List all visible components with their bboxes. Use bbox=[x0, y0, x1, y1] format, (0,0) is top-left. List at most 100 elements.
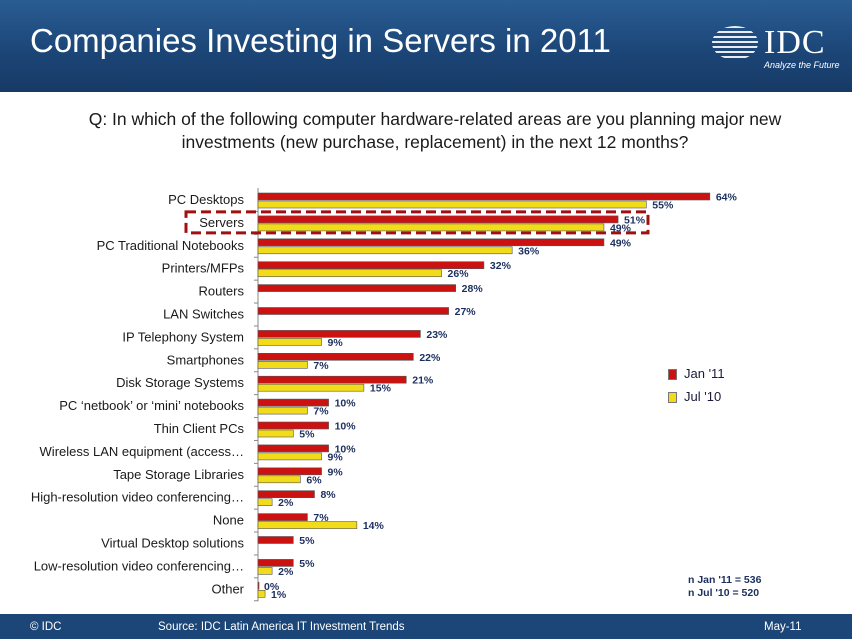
data-label-jan-11-wireless-lan-equipment-access: 10% bbox=[335, 443, 357, 455]
logo-text: IDC bbox=[764, 24, 826, 61]
data-label-jul-10-tape-storage-libraries: 6% bbox=[306, 474, 322, 486]
data-label-jul-10-wireless-lan-equipment-access: 9% bbox=[328, 451, 344, 463]
data-label-jan-11-thin-client-pcs: 10% bbox=[335, 421, 357, 433]
bar-jul-10-other bbox=[257, 589, 266, 598]
data-label-jul-10-none: 14% bbox=[363, 520, 385, 532]
category-label-routers: Routers bbox=[198, 284, 244, 299]
data-label-jan-11-pc-netbook-or-mini-notebooks: 10% bbox=[335, 398, 357, 410]
bar-jul-10-smartphones bbox=[257, 360, 308, 369]
bar-jan-11-pc-desktops bbox=[257, 192, 711, 201]
bar-jul-10-pc-traditional-notebooks bbox=[257, 246, 513, 255]
category-label-lan-switches: LAN Switches bbox=[163, 307, 244, 322]
bar-jan-11-printers-mfps bbox=[257, 261, 485, 270]
slide-title: Companies Investing in Servers in 2011 bbox=[30, 22, 611, 59]
data-label-jan-11-routers: 28% bbox=[462, 283, 484, 295]
bar-jul-10-pc-desktops bbox=[257, 200, 647, 209]
sample-size-notes: n Jan '11 = 536 n Jul '10 = 520 bbox=[688, 574, 761, 600]
bar-jan-11-servers bbox=[257, 215, 619, 224]
legend-label-jul10: Jul '10 bbox=[684, 389, 722, 404]
data-label-jul-10-smartphones: 7% bbox=[313, 360, 329, 372]
category-label-pc-traditional-notebooks: PC Traditional Notebooks bbox=[97, 238, 245, 253]
category-label-wireless-lan-equipment-access: Wireless LAN equipment (access… bbox=[40, 444, 244, 459]
bar-jul-10-thin-client-pcs bbox=[257, 429, 294, 438]
footer-source: Source: IDC Latin America IT Investment … bbox=[158, 621, 405, 633]
data-label-jan-11-tape-storage-libraries: 9% bbox=[328, 466, 344, 478]
category-label-high-resolution-video-conferencing: High-resolution video conferencing… bbox=[31, 490, 244, 505]
bar-jul-10-pc-netbook-or-mini-notebooks bbox=[257, 406, 308, 415]
sample-size-jul10: n Jul '10 = 520 bbox=[688, 587, 760, 599]
legend-item-jul10: Jul '10 bbox=[668, 389, 725, 412]
data-label-jul-10-high-resolution-video-conferencing: 2% bbox=[278, 497, 294, 509]
data-label-jan-11-disk-storage-systems: 21% bbox=[412, 375, 434, 387]
data-label-jul-10-pc-netbook-or-mini-notebooks: 7% bbox=[313, 406, 329, 418]
bar-jul-10-low-resolution-video-conferencing bbox=[257, 567, 273, 575]
bar-jan-11-smartphones bbox=[257, 352, 414, 361]
data-label-jan-11-none: 7% bbox=[313, 512, 329, 524]
data-label-jan-11-ip-telephony-system: 23% bbox=[426, 329, 448, 341]
bar-jul-10-high-resolution-video-conferencing bbox=[257, 498, 273, 507]
footer-copyright: © IDC bbox=[30, 621, 62, 633]
bar-jan-11-none bbox=[257, 513, 308, 521]
bar-jan-11-ip-telephony-system bbox=[257, 330, 421, 338]
bar-jul-10-servers bbox=[257, 223, 605, 232]
legend-label-jan11: Jan '11 bbox=[684, 366, 725, 381]
data-label-jan-11-printers-mfps: 32% bbox=[490, 260, 512, 272]
header-banner: Companies Investing in Servers in 2011 I… bbox=[0, 0, 852, 92]
servers-highlight-box bbox=[184, 210, 650, 235]
category-label-pc-netbook-or-mini-notebooks: PC ‘netbook’ or ‘mini’ notebooks bbox=[59, 398, 244, 413]
category-label-tape-storage-libraries: Tape Storage Libraries bbox=[113, 467, 244, 482]
data-label-jul-10-thin-client-pcs: 5% bbox=[299, 429, 315, 441]
footer-date: May-11 bbox=[764, 621, 802, 633]
category-label-other: Other bbox=[211, 581, 244, 596]
data-label-jan-11-pc-desktops: 64% bbox=[716, 192, 738, 204]
bar-jan-11-disk-storage-systems bbox=[257, 375, 407, 384]
data-label-jan-11-lan-switches: 27% bbox=[455, 306, 477, 318]
survey-question: Q: In which of the following computer ha… bbox=[88, 109, 782, 152]
legend-swatch-yellow bbox=[668, 392, 677, 404]
data-label-jan-11-virtual-desktop-solutions: 5% bbox=[299, 535, 315, 547]
bar-jan-11-low-resolution-video-conferencing bbox=[257, 559, 294, 567]
category-label-thin-client-pcs: Thin Client PCs bbox=[154, 421, 245, 436]
data-label-jan-11-pc-traditional-notebooks: 49% bbox=[610, 237, 632, 249]
bar-jan-11-pc-netbook-or-mini-notebooks bbox=[257, 398, 329, 407]
bar-jul-10-wireless-lan-equipment-access bbox=[257, 452, 322, 461]
data-label-jul-10-pc-traditional-notebooks: 36% bbox=[518, 245, 540, 257]
bar-jan-11-pc-traditional-notebooks bbox=[257, 238, 605, 247]
category-label-servers: Servers bbox=[199, 215, 244, 230]
data-label-jan-11-other: 0% bbox=[264, 581, 280, 593]
bar-jan-11-tape-storage-libraries bbox=[257, 467, 322, 476]
bar-jan-11-wireless-lan-equipment-access bbox=[257, 444, 329, 453]
idc-logo: IDC Analyze the Future bbox=[712, 24, 842, 74]
data-label-jan-11-servers: 51% bbox=[624, 214, 646, 226]
legend-swatch-red bbox=[668, 369, 677, 381]
bar-jan-11-other bbox=[257, 581, 260, 590]
legend-item-jan11: Jan '11 bbox=[668, 366, 725, 389]
category-label-virtual-desktop-solutions: Virtual Desktop solutions bbox=[101, 536, 244, 551]
bar-jan-11-thin-client-pcs bbox=[257, 421, 329, 430]
bar-jan-11-lan-switches bbox=[257, 307, 449, 315]
chart-legend: Jan '11 Jul '10 bbox=[668, 366, 725, 412]
bar-jan-11-virtual-desktop-solutions bbox=[257, 536, 294, 544]
bar-jul-10-none bbox=[257, 521, 358, 529]
category-label-smartphones: Smartphones bbox=[167, 352, 245, 367]
data-label-jul-10-ip-telephony-system: 9% bbox=[328, 337, 344, 349]
globe-icon bbox=[712, 26, 758, 60]
bar-chart: PC Desktops 64% 55% Servers 51% 49% PC Traditi… bbox=[31, 188, 738, 602]
logo-tagline: Analyze the Future bbox=[764, 60, 840, 70]
bar-jul-10-tape-storage-libraries bbox=[257, 475, 301, 484]
category-label-ip-telephony-system: IP Telephony System bbox=[122, 329, 244, 344]
category-label-none: None bbox=[213, 513, 244, 528]
footer-bar: © IDC Source: IDC Latin America IT Inves… bbox=[0, 614, 852, 639]
sample-size-jan11: n Jan '11 = 536 bbox=[688, 574, 762, 586]
category-label-low-resolution-video-conferencing: Low-resolution video conferencing… bbox=[34, 558, 244, 573]
bar-jan-11-high-resolution-video-conferencing bbox=[257, 490, 315, 499]
data-label-jul-10-pc-desktops: 55% bbox=[652, 200, 674, 212]
data-label-jan-11-low-resolution-video-conferencing: 5% bbox=[299, 558, 315, 570]
bar-jul-10-printers-mfps bbox=[257, 269, 442, 278]
data-label-jul-10-low-resolution-video-conferencing: 2% bbox=[278, 566, 294, 578]
category-label-disk-storage-systems: Disk Storage Systems bbox=[116, 375, 244, 390]
bar-jan-11-routers bbox=[257, 284, 456, 292]
bar-jul-10-ip-telephony-system bbox=[257, 338, 322, 346]
category-label-pc-desktops: PC Desktops bbox=[168, 192, 244, 207]
data-label-jan-11-smartphones: 22% bbox=[419, 352, 441, 364]
